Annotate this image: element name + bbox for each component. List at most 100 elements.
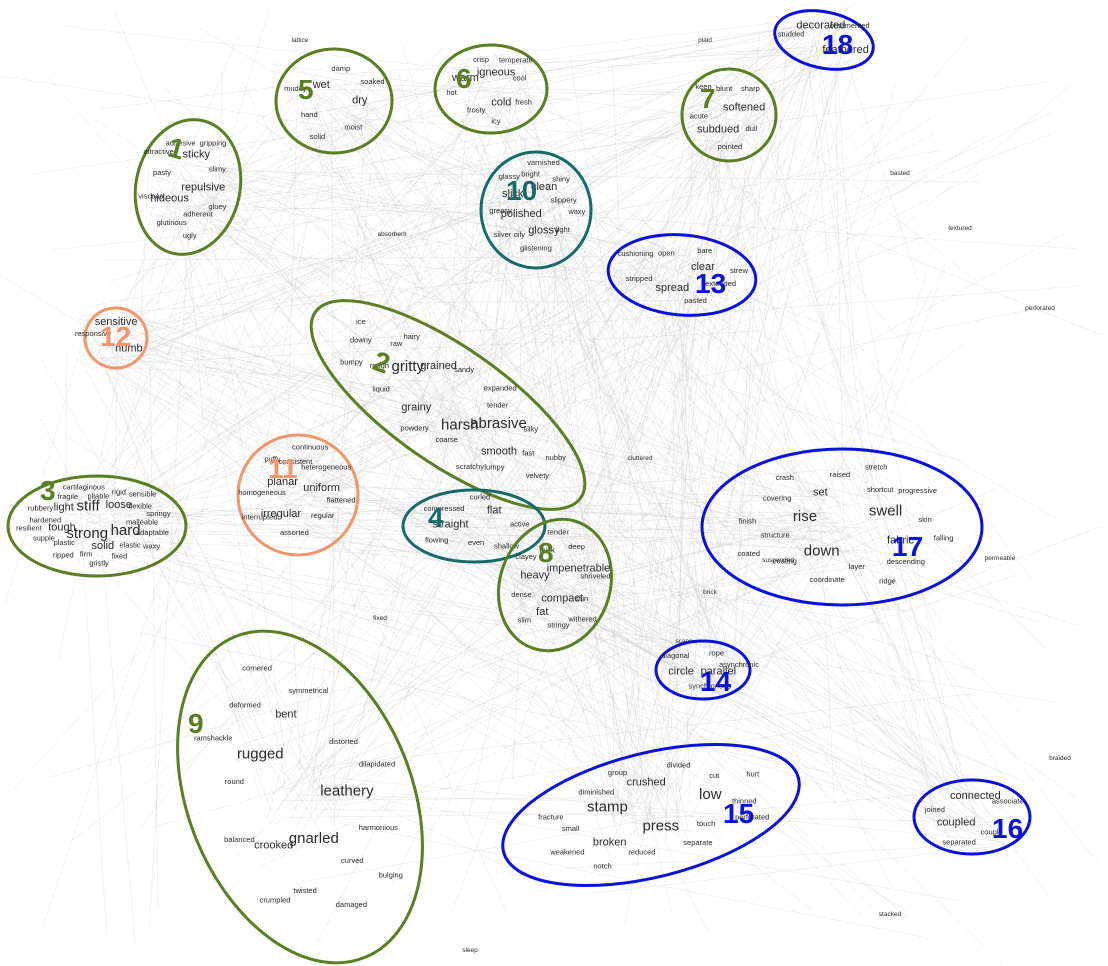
network-edge <box>130 355 330 510</box>
loose-word: basted <box>890 170 910 177</box>
cluster-4: straight flat even compressed active flowing c… <box>401 488 547 564</box>
network-edge <box>71 24 809 550</box>
network-edge <box>136 534 630 819</box>
network-edge <box>634 792 933 821</box>
network-edge <box>654 300 947 803</box>
cluster-15-word: group <box>608 768 627 777</box>
network-edge <box>495 102 731 676</box>
network-edge <box>65 352 68 524</box>
cluster-5-word: muddy <box>284 84 307 93</box>
cluster-3-word: loose <box>106 499 132 511</box>
network-edge <box>62 512 828 515</box>
network-edge <box>243 29 838 706</box>
network-edge <box>315 377 373 810</box>
network-edge <box>63 25 498 74</box>
cluster-4-word: flowing <box>425 535 448 544</box>
network-edge <box>505 214 637 331</box>
network-edge <box>226 169 854 555</box>
cluster-2-word: downy <box>350 336 372 345</box>
network-edge <box>101 357 813 911</box>
cluster-2-word: raw <box>390 339 403 348</box>
network-edge <box>62 190 819 548</box>
cluster-9-word: rugged <box>237 745 284 762</box>
network-edge <box>448 393 628 816</box>
cluster-6-word: crisp <box>473 55 489 64</box>
network-edge <box>584 253 655 596</box>
network-edge <box>105 248 529 342</box>
network-edge <box>78 150 940 309</box>
network-edge <box>514 197 843 520</box>
network-edge <box>315 112 504 493</box>
cluster-3-word: tough <box>48 522 76 534</box>
cluster-8-word: shriveled <box>580 572 610 581</box>
network-edge <box>678 545 840 803</box>
cluster-13-word: cushioning <box>618 249 654 258</box>
network-edge <box>359 87 516 592</box>
cluster-1-boundary <box>133 118 243 256</box>
network-edge <box>98 513 136 944</box>
network-edge <box>675 659 689 692</box>
network-edge <box>612 62 643 789</box>
network-edge <box>208 206 287 768</box>
network-edge <box>268 277 656 823</box>
network-edge <box>117 547 673 789</box>
network-edge <box>454 535 678 697</box>
network-edge <box>152 170 277 472</box>
network-edge <box>660 695 700 790</box>
network-edge <box>324 83 992 821</box>
network-edge <box>741 640 984 820</box>
loose-word: perforated <box>1025 305 1055 312</box>
network-edge <box>706 136 742 300</box>
network-edge <box>79 539 517 556</box>
network-edge <box>169 82 452 222</box>
network-edge <box>158 208 535 598</box>
network-edge <box>165 164 502 189</box>
network-edge <box>676 262 701 646</box>
cluster-16-word: associate <box>992 796 1024 805</box>
cluster-7-word: pointed <box>718 142 743 151</box>
network-edge <box>724 113 861 510</box>
network-edge <box>156 513 474 791</box>
network-edge <box>86 369 331 819</box>
network-edge <box>337 85 369 513</box>
network-edge <box>78 501 335 805</box>
network-edge <box>336 604 540 793</box>
network-edge <box>148 347 1039 623</box>
network-edge <box>352 72 366 119</box>
network-edge <box>425 427 705 650</box>
cluster-5-word: soaked <box>360 77 384 86</box>
network-edge <box>630 143 720 796</box>
cluster-2-boundary <box>309 299 587 511</box>
cluster-9-label: 9 <box>188 708 204 739</box>
network-edge <box>512 206 543 779</box>
cluster-14-word: circle <box>668 665 694 677</box>
loose-word: brick <box>703 589 717 596</box>
network-edge <box>299 296 688 801</box>
network-edge <box>480 108 982 598</box>
network-edge <box>504 23 850 238</box>
cluster-3-word: hard <box>111 522 141 539</box>
network-edge <box>328 56 829 501</box>
network-edge <box>423 380 1009 813</box>
network-edge <box>569 117 769 601</box>
cluster-9-word: gnarled <box>289 830 339 847</box>
network-edge <box>324 72 474 196</box>
network-edge <box>183 549 262 801</box>
network-edge <box>313 102 466 510</box>
network-edge <box>153 499 813 518</box>
network-edge <box>559 214 1077 249</box>
cluster-11-word: assorted <box>280 528 309 537</box>
network-edge <box>766 140 971 797</box>
network-edge <box>139 431 460 829</box>
cluster-3-word: solid <box>91 540 114 552</box>
network-edge <box>132 522 331 848</box>
network-edge <box>239 252 664 287</box>
network-edge <box>294 693 974 770</box>
network-edge <box>109 339 836 498</box>
cluster-15-word: notch <box>593 861 611 870</box>
cluster-5-word: wet <box>312 79 330 91</box>
cluster-8-word: deep <box>568 542 585 551</box>
cluster-2-word: scratchy <box>456 462 484 471</box>
